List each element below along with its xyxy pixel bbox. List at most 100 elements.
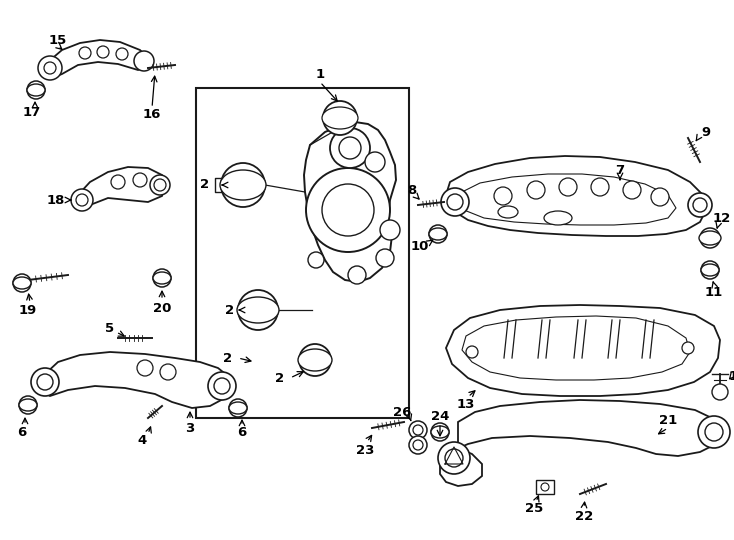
Circle shape: [447, 194, 463, 210]
Polygon shape: [455, 174, 676, 225]
Text: 9: 9: [702, 125, 711, 138]
Ellipse shape: [237, 297, 279, 323]
Text: 26: 26: [393, 406, 411, 419]
Circle shape: [306, 351, 324, 369]
Circle shape: [348, 266, 366, 284]
Text: 23: 23: [356, 443, 374, 456]
Circle shape: [413, 440, 423, 450]
Polygon shape: [78, 167, 165, 210]
Bar: [536, 480, 554, 494]
Text: 18: 18: [47, 193, 65, 206]
Text: 11: 11: [705, 286, 723, 299]
Circle shape: [705, 233, 715, 243]
Ellipse shape: [699, 231, 721, 245]
Circle shape: [698, 416, 730, 448]
Circle shape: [559, 178, 577, 196]
Polygon shape: [44, 40, 148, 78]
Circle shape: [435, 427, 445, 437]
Text: 12: 12: [713, 212, 731, 225]
Text: 6: 6: [237, 426, 247, 438]
Text: 19: 19: [19, 303, 37, 316]
Circle shape: [154, 179, 166, 191]
Text: 1: 1: [316, 69, 324, 82]
Circle shape: [306, 168, 390, 252]
Circle shape: [13, 274, 31, 292]
Circle shape: [214, 378, 230, 394]
Circle shape: [137, 360, 153, 376]
Circle shape: [438, 442, 470, 474]
Polygon shape: [36, 352, 230, 408]
Text: 16: 16: [143, 109, 161, 122]
Circle shape: [19, 396, 37, 414]
Polygon shape: [462, 316, 690, 380]
Text: 22: 22: [575, 510, 593, 523]
Ellipse shape: [498, 206, 518, 218]
Ellipse shape: [429, 228, 447, 240]
Text: 7: 7: [615, 164, 625, 177]
Text: 10: 10: [411, 240, 429, 253]
Text: 24: 24: [431, 409, 449, 422]
Text: 6: 6: [18, 426, 26, 438]
Circle shape: [134, 51, 154, 71]
Text: 25: 25: [525, 502, 543, 515]
Circle shape: [365, 152, 385, 172]
Ellipse shape: [701, 264, 719, 276]
Circle shape: [445, 449, 463, 467]
Text: 2: 2: [275, 372, 285, 384]
Circle shape: [27, 81, 45, 99]
Circle shape: [221, 163, 265, 207]
Circle shape: [441, 188, 469, 216]
Ellipse shape: [431, 426, 449, 438]
Circle shape: [323, 101, 357, 135]
Circle shape: [693, 198, 707, 212]
Circle shape: [133, 173, 147, 187]
Polygon shape: [440, 400, 720, 486]
Text: 2: 2: [200, 179, 210, 192]
Circle shape: [229, 399, 247, 417]
Circle shape: [330, 128, 370, 168]
Circle shape: [17, 278, 27, 288]
Circle shape: [233, 403, 243, 413]
Circle shape: [541, 483, 549, 491]
Circle shape: [153, 269, 171, 287]
Ellipse shape: [298, 349, 332, 371]
Circle shape: [429, 225, 447, 243]
Circle shape: [79, 47, 91, 59]
Circle shape: [116, 48, 128, 60]
Bar: [196, 88, 409, 418]
Circle shape: [38, 56, 62, 80]
Polygon shape: [446, 305, 720, 396]
Circle shape: [701, 261, 719, 279]
Circle shape: [651, 188, 669, 206]
Ellipse shape: [220, 170, 266, 200]
Ellipse shape: [19, 399, 37, 411]
Ellipse shape: [322, 107, 358, 129]
Text: 3: 3: [186, 422, 195, 435]
Circle shape: [44, 62, 56, 74]
Text: 14: 14: [729, 369, 734, 382]
Circle shape: [376, 249, 394, 267]
Circle shape: [688, 193, 712, 217]
Circle shape: [431, 423, 449, 441]
Circle shape: [705, 423, 723, 441]
Circle shape: [623, 181, 641, 199]
Circle shape: [380, 220, 400, 240]
Circle shape: [527, 181, 545, 199]
Circle shape: [700, 228, 720, 248]
Circle shape: [157, 273, 167, 283]
Ellipse shape: [13, 277, 31, 289]
Circle shape: [71, 189, 93, 211]
Text: 2: 2: [223, 352, 233, 365]
Text: 8: 8: [407, 184, 417, 197]
Circle shape: [238, 290, 278, 330]
Polygon shape: [304, 122, 396, 282]
Circle shape: [409, 421, 427, 439]
Circle shape: [23, 400, 33, 410]
Circle shape: [31, 368, 59, 396]
Circle shape: [339, 137, 361, 159]
Circle shape: [111, 175, 125, 189]
Text: 21: 21: [659, 414, 677, 427]
Circle shape: [466, 346, 478, 358]
Circle shape: [246, 298, 270, 322]
Circle shape: [494, 187, 512, 205]
